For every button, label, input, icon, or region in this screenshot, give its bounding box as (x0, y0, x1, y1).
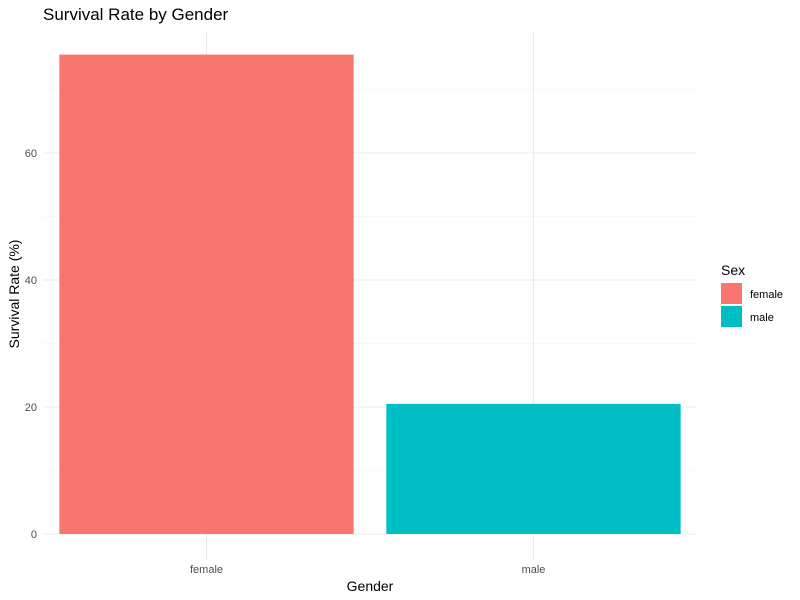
bar-male (386, 403, 681, 534)
bar-female (59, 54, 354, 534)
y-axis: 0 20 40 60 (25, 148, 37, 541)
chart-title: Survival Rate by Gender (43, 5, 229, 24)
legend-key-male (721, 306, 742, 327)
bars (59, 54, 681, 534)
x-axis-title: Gender (347, 578, 394, 594)
x-tick-label: male (522, 564, 546, 576)
legend: Sex female male (721, 262, 783, 327)
y-tick-label: 20 (25, 402, 37, 414)
y-axis-title: Survival Rate (%) (6, 240, 22, 349)
legend-title: Sex (721, 262, 745, 278)
y-tick-label: 60 (25, 148, 37, 160)
x-axis: female male (190, 564, 545, 576)
legend-label: male (750, 312, 774, 324)
y-tick-label: 0 (31, 529, 37, 541)
legend-label: female (750, 289, 783, 301)
x-tick-label: female (190, 564, 223, 576)
y-tick-label: 40 (25, 275, 37, 287)
legend-key-female (721, 283, 742, 304)
